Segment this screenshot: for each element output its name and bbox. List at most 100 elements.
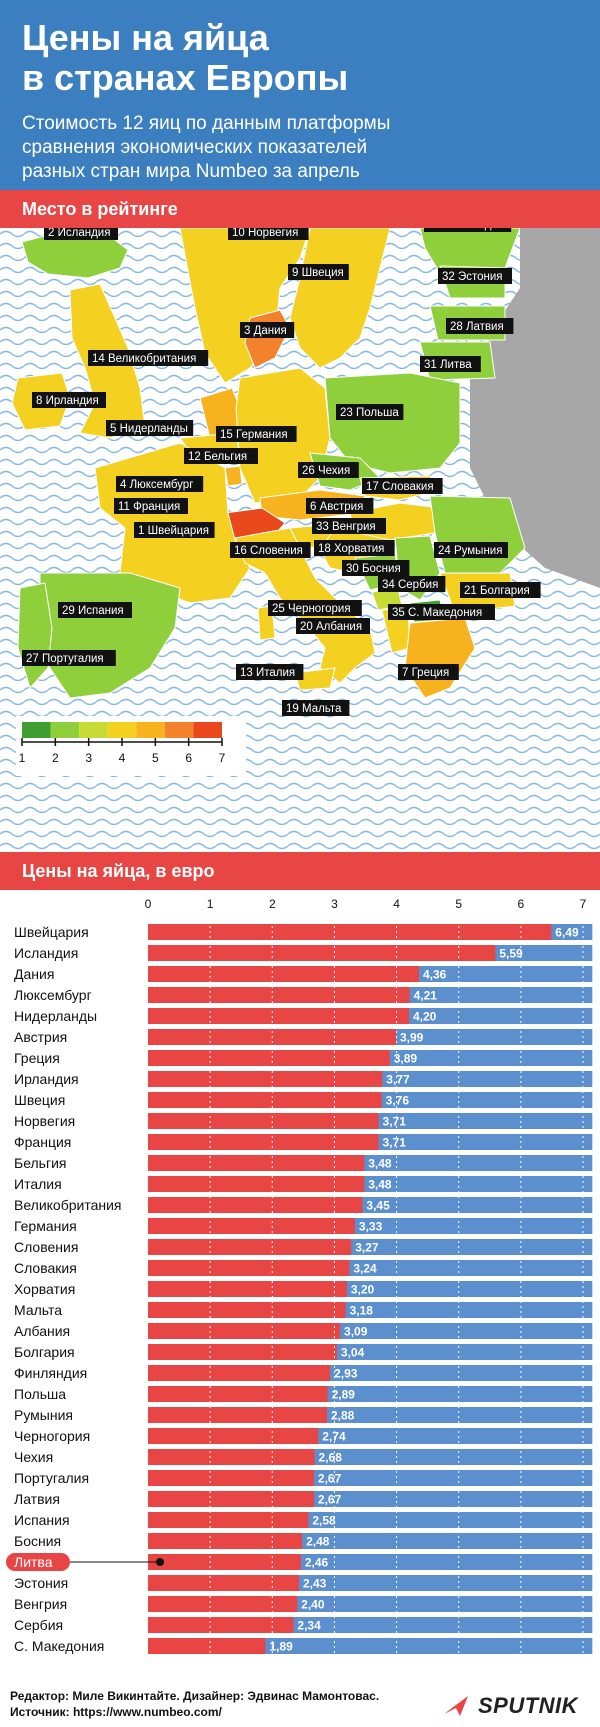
map-label: 34 Сербия [378,576,446,592]
sputnik-logo-icon [444,1696,468,1716]
map-label-text: 29 Испания [62,605,124,617]
value-label: 3,20 [351,1283,375,1297]
map-label-text: 11 Франция [118,501,180,513]
category-label: Бельгия [14,1155,66,1171]
credits: Редактор: Миле Викинтайте. Дизайнер: Эдв… [10,1688,379,1720]
bars-section-heading: Цены на яйца, в евро [0,852,600,890]
header: Цены на яйца в странах Европы Стоимость … [0,0,600,190]
category-label: Италия [14,1176,62,1192]
map-label: 11 Франция [114,498,188,514]
category-label: Испания [14,1512,70,1528]
map-label-text: 15 Германия [220,429,288,441]
value-label: 3,24 [353,1262,377,1276]
chart-bars: 6,49 Швейцария 5,59 Исландия 4,36 Дания 4,21 Лю… [6,924,593,1654]
category-label: Люксембург [14,987,92,1003]
value-label: 3,76 [386,1094,410,1108]
map-label-text: 33 Венгрия [316,521,376,533]
category-label: Франция [14,1134,71,1150]
x-tick-label: 1 [207,897,214,911]
value-label: 2,48 [306,1535,330,1549]
value-label: 3,04 [341,1346,365,1360]
value-label: 4,20 [413,1010,437,1024]
map-label: 22 Финляндия [424,228,512,232]
bar [148,1176,365,1192]
subtitle-line-2: сравнения экономических показателей [22,137,368,158]
legend-swatch [50,722,80,738]
map-label-text: 21 Болгария [464,585,530,597]
map-label-text: 35 С. Македония [392,607,482,619]
legend-swatch [136,722,165,738]
bar [148,1092,382,1108]
value-label: 3,71 [383,1136,407,1150]
x-tick-label: 7 [580,897,587,911]
category-label: Румыния [14,1407,73,1423]
chart-axis: 0 1 2 3 4 5 6 7 [145,897,587,1659]
credits-line-2: Источник: https://www.numbeo.com/ [10,1705,222,1719]
legend-tick-label: 7 [219,751,226,765]
legend-tick-label: 4 [119,751,126,765]
category-label: Ирландия [14,1071,79,1087]
x-tick-label: 2 [269,897,276,911]
legend-swatch [164,722,194,738]
category-label: Нидерланды [14,1008,97,1024]
value-label: 3,09 [344,1325,368,1339]
bar [148,1239,352,1255]
map-label-text: 23 Польша [340,407,399,419]
map-label: 33 Венгрия [312,518,386,534]
bar [148,1113,379,1129]
map-label: 35 С. Македония [388,604,495,620]
map-label: 29 Испания [58,602,132,618]
map-label: 6 Австрия [306,498,374,514]
value-label: 3,71 [383,1115,407,1129]
map-label-text: 34 Сербия [382,579,438,591]
legend-tick-label: 5 [152,751,159,765]
category-label: Венгрия [14,1596,67,1612]
map-label-text: 19 Мальта [286,703,342,715]
category-label: Исландия [14,945,78,961]
bar [148,1071,383,1087]
x-tick-label: 4 [393,897,400,911]
map-label: 17 Словакия [362,478,443,494]
category-label: Великобритания [14,1197,122,1213]
map-label-text: 6 Австрия [310,501,363,513]
map-label: 16 Словения [230,542,311,558]
category-label: Словения [14,1239,78,1255]
category-label: Эстония [14,1575,68,1591]
value-label: 3,77 [386,1073,410,1087]
value-label: 2,67 [318,1472,342,1486]
map-label-text: 31 Литва [424,359,472,371]
map-legend: 1 2 3 4 5 6 7 [16,716,246,776]
bar [148,1134,379,1150]
bar [148,1197,363,1213]
value-label: 2,67 [318,1493,342,1507]
x-tick-label: 6 [518,897,525,911]
bar [148,1575,300,1591]
x-tick-label: 3 [331,897,338,911]
credits-line-1: Редактор: Миле Викинтайте. Дизайнер: Эдв… [10,1689,380,1703]
map-label: 1 Швейцария [134,522,215,538]
map-label: 8 Ирландия [32,392,106,408]
category-label: С. Македония [14,1638,104,1654]
bar [148,1449,315,1465]
bar [148,966,419,982]
map-label: 28 Латвия [446,318,514,334]
category-label: Австрия [14,1029,67,1045]
value-label: 2,68 [319,1451,343,1465]
legend-tick-label: 1 [19,751,26,765]
bar [148,1428,319,1444]
map-label: 31 Литва [420,356,481,372]
map-section-heading: Место в рейтинге [0,190,600,228]
map-label: 12 Бельгия [184,448,258,464]
map-label: 3 Дания [240,322,295,338]
label-layer: 2 Исландия 10 Норвегия 22 Финляндия 9 Швеци… [22,228,541,716]
value-label: 3,99 [400,1031,424,1045]
map-label: 9 Швеция [288,264,349,280]
value-label: 3,18 [350,1304,374,1318]
category-label: Албания [14,1323,70,1339]
legend-swatch [22,722,51,738]
value-label: 2,34 [297,1619,321,1633]
map-label: 23 Польша [336,404,404,420]
map-label-text: 14 Великобритания [92,353,196,365]
map-label: 32 Эстония [438,268,512,284]
map-label-text: 7 Греция [402,667,449,679]
